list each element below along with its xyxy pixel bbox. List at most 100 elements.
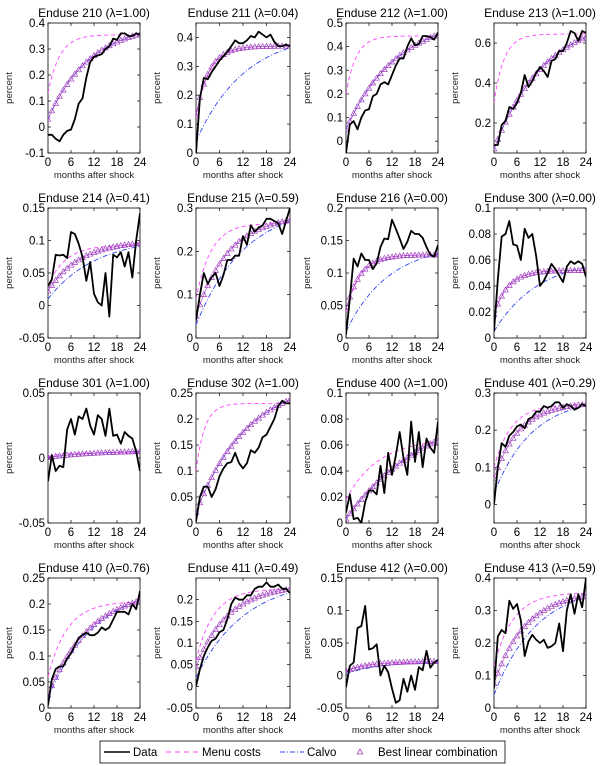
- menu-costs-line: [494, 33, 586, 104]
- y-tick-label: -0.05: [317, 703, 343, 715]
- panel-title: Enduse 413 (λ=0.59): [484, 561, 596, 575]
- calvo-line: [196, 221, 290, 326]
- x-tick-label: 12: [534, 342, 547, 354]
- x-tick-label: 0: [45, 527, 51, 539]
- y-tick-label: 0.4: [327, 42, 344, 54]
- best-combination-marker: [498, 292, 506, 299]
- best-combination-marker: [532, 70, 540, 77]
- best-combination-marker: [125, 240, 132, 247]
- x-tick-label: 0: [343, 712, 349, 724]
- best-combination-marker: [48, 281, 56, 288]
- y-tick-label: 0.1: [327, 606, 343, 618]
- y-tick-label: 0.3: [475, 388, 491, 400]
- best-combination-marker: [498, 660, 506, 667]
- best-combination-marker: [48, 287, 52, 294]
- best-combination-marker: [263, 590, 270, 597]
- best-combination-marker: [75, 450, 83, 457]
- best-combination-marker: [263, 42, 270, 49]
- panel-5: Enduse 215 (λ=0.59) 0 0.1 0.2 0.3 0 6 12 18 24mon…: [152, 191, 299, 366]
- x-tick-label: 24: [134, 157, 147, 169]
- best-combination-marker: [278, 586, 286, 593]
- y-tick-label: 0: [187, 148, 193, 160]
- x-tick-label: 24: [580, 157, 593, 169]
- x-tick-label: 12: [534, 157, 547, 169]
- x-tick-label: 0: [193, 712, 199, 724]
- best-combination-marker: [220, 453, 227, 460]
- data-line: [48, 590, 140, 706]
- x-tick-label: 6: [68, 712, 74, 724]
- best-combination-marker: [559, 267, 567, 274]
- best-combination-line: [494, 36, 586, 150]
- best-combination-line: [346, 254, 438, 311]
- x-tick-label: 24: [580, 712, 593, 724]
- best-combination-marker: [286, 585, 290, 592]
- best-combination-marker: [411, 658, 419, 665]
- y-tick-label: 0: [337, 136, 343, 148]
- best-combination-marker: [67, 75, 75, 82]
- y-tick-label: 0.3: [177, 61, 193, 73]
- best-combination-marker: [388, 659, 396, 666]
- best-combination-marker: [59, 86, 67, 93]
- y-axis-label: percent: [4, 442, 15, 474]
- y-tick-label: 0.05: [171, 660, 193, 672]
- x-tick-label: 18: [260, 527, 273, 539]
- best-combination-marker: [113, 242, 121, 249]
- best-combination-marker: [71, 70, 79, 77]
- y-tick-label: 0.2: [475, 425, 491, 437]
- y-tick-label: -0.05: [19, 333, 45, 345]
- best-combination-marker: [105, 448, 113, 455]
- best-combination-marker: [270, 220, 278, 227]
- best-combination-marker: [354, 663, 361, 670]
- panel-title: Enduse 400 (λ=1.00): [336, 376, 448, 390]
- panel-6: Enduse 216 (λ=0.00) 0 0.05 0.1 0.15 0.2 0 6 12 18…: [302, 191, 448, 366]
- best-combination-marker: [407, 251, 415, 258]
- x-tick-label: 6: [216, 157, 222, 169]
- best-combination-marker: [255, 414, 263, 421]
- x-tick-label: 12: [534, 712, 547, 724]
- y-tick-label: 0.3: [177, 203, 193, 215]
- y-tick-label: 0.15: [23, 625, 45, 637]
- plot-frame: [47, 207, 141, 339]
- best-combination-line: [48, 243, 140, 292]
- y-axis-label: percent: [302, 627, 313, 659]
- calvo-line: [196, 592, 290, 678]
- best-combination-line: [48, 33, 140, 120]
- x-tick-label: 6: [514, 527, 520, 539]
- data-line: [196, 399, 290, 522]
- best-combination-marker: [105, 244, 113, 251]
- best-combination-marker: [528, 615, 536, 622]
- best-combination-line: [494, 270, 586, 315]
- best-combination-marker: [56, 92, 63, 99]
- best-combination-marker: [544, 58, 552, 65]
- panel-2: Enduse 212 (λ=1.00) 0 0.1 0.2 0.3 0.4 0.5 0 6 12 1…: [302, 6, 448, 181]
- y-tick-label: 0.2: [29, 70, 45, 82]
- best-combination-marker: [86, 449, 94, 456]
- best-combination-marker: [48, 107, 56, 114]
- x-tick-label: 6: [68, 342, 74, 354]
- y-tick-label: 0: [39, 453, 45, 465]
- x-tick-label: 12: [88, 342, 101, 354]
- y-tick-label: 0.05: [171, 492, 193, 504]
- y-tick-label: 0.08: [321, 414, 343, 426]
- best-combination-marker: [267, 42, 274, 49]
- best-combination-marker: [117, 448, 125, 455]
- x-tick-label: 0: [193, 342, 199, 354]
- panel-13: Enduse 411 (λ=0.49)-0.0500.050.10.150.20…: [152, 561, 298, 736]
- x-axis-label: months after shock: [54, 725, 135, 736]
- x-tick-label: 6: [216, 342, 222, 354]
- best-combination-marker: [212, 57, 219, 64]
- best-combination-marker: [377, 69, 384, 77]
- x-tick-label: 12: [237, 527, 250, 539]
- best-combination-marker: [357, 96, 365, 103]
- y-tick-label: 0.15: [321, 573, 343, 585]
- best-combination-marker: [216, 260, 223, 267]
- best-combination-line: [346, 661, 438, 672]
- best-combination-marker: [259, 42, 266, 49]
- x-tick-label: 6: [366, 527, 372, 539]
- y-tick-label: 0.02: [469, 307, 491, 319]
- best-combination-marker: [52, 452, 60, 459]
- x-tick-label: 12: [386, 527, 399, 539]
- y-axis-label: percent: [450, 442, 461, 474]
